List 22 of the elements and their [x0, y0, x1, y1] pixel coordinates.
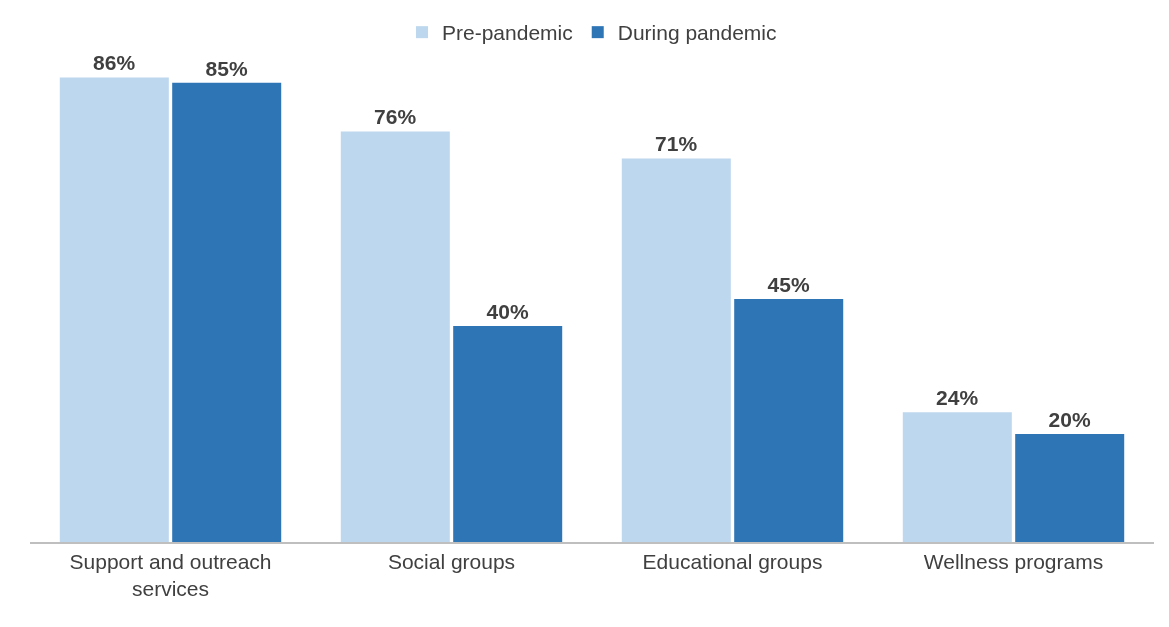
legend-label: Pre-pandemic	[442, 21, 573, 45]
bar	[172, 82, 282, 542]
x-tick-label: Social groups	[387, 549, 516, 573]
data-label: 20%	[1048, 407, 1091, 431]
x-tick-label: Educational groups	[642, 549, 823, 573]
legend-label: During pandemic	[617, 21, 777, 45]
x-tick-label: Support and outreach services	[69, 549, 272, 601]
x-tick-label: Wellness programs	[923, 549, 1104, 573]
bar	[340, 131, 450, 542]
data-label: 71%	[655, 132, 698, 156]
data-label: 76%	[374, 105, 417, 129]
data-label: 45%	[767, 272, 810, 296]
data-label: 24%	[936, 386, 979, 410]
bar	[59, 77, 169, 542]
data-label: 85%	[205, 56, 248, 80]
data-label: 86%	[93, 51, 136, 75]
bar	[621, 158, 731, 542]
bar	[453, 325, 563, 542]
data-label: 40%	[486, 299, 529, 323]
bar	[902, 412, 1012, 542]
bar	[1015, 433, 1125, 542]
bar	[734, 298, 844, 542]
